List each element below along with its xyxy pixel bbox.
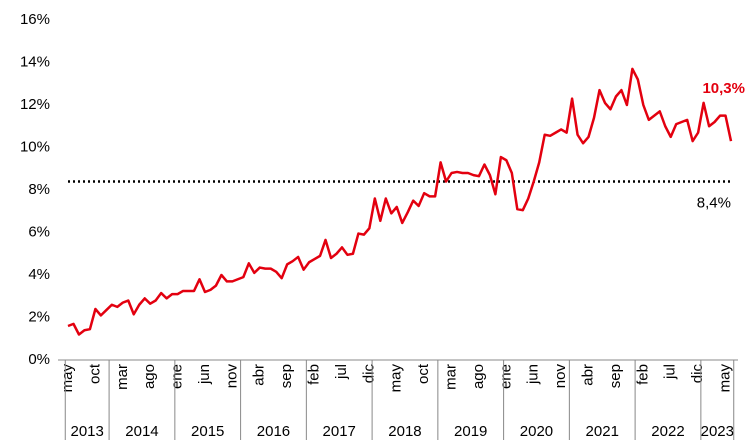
x-tick-label: ene [497,364,514,389]
y-tick-label: 14% [20,53,50,70]
year-label: 2013 [70,423,103,440]
x-tick-label: dic [360,364,377,384]
x-tick-label: ene [169,364,186,389]
x-tick-label: ago [470,364,487,389]
year-label: 2018 [388,423,421,440]
x-tick-label: abr [251,364,268,386]
year-label: 2019 [454,423,487,440]
year-label: 2022 [651,423,684,440]
data-line [67,67,733,336]
y-tick-label: 12% [20,96,50,113]
x-tick-label: jun [525,364,542,385]
y-tick-label: 2% [28,308,50,325]
x-tick-label: nov [223,364,240,389]
x-tick-label: dic [689,364,706,384]
x-tick-label: feb [306,364,323,385]
x-tick-label: oct [415,363,432,384]
y-tick-label: 4% [28,266,50,283]
y-tick-label: 6% [28,223,50,240]
year-label: 2014 [125,423,158,440]
x-tick-label: ago [141,364,158,389]
year-label: 2023 [701,423,734,440]
y-tick-label: 16% [20,11,50,28]
x-tick-label: may [716,364,733,393]
x-tick-label: jul [333,364,350,380]
x-tick-label: oct [86,363,103,384]
x-tick-label: jul [662,364,679,380]
y-tick-label: 10% [20,138,50,155]
y-tick-label: 8% [28,181,50,198]
x-tick-label: may [59,364,76,393]
x-tick-label: abr [580,364,597,386]
y-tick-label: 0% [28,351,50,368]
year-label: 2015 [191,423,224,440]
x-tick-label: jun [196,364,213,385]
x-tick-label: sep [607,364,624,388]
reference-label: 8,4% [697,194,731,211]
x-tick-label: may [388,364,405,393]
x-tick-label: nov [552,364,569,389]
x-tick-label: feb [634,364,651,385]
year-label: 2020 [520,423,553,440]
x-tick-label: sep [278,364,295,388]
x-tick-label: mar [114,364,131,390]
value-label: 10,3% [702,80,745,97]
year-label: 2016 [257,423,290,440]
x-tick-label: mar [443,364,460,390]
year-label: 2021 [586,423,619,440]
year-label: 2017 [323,423,356,440]
